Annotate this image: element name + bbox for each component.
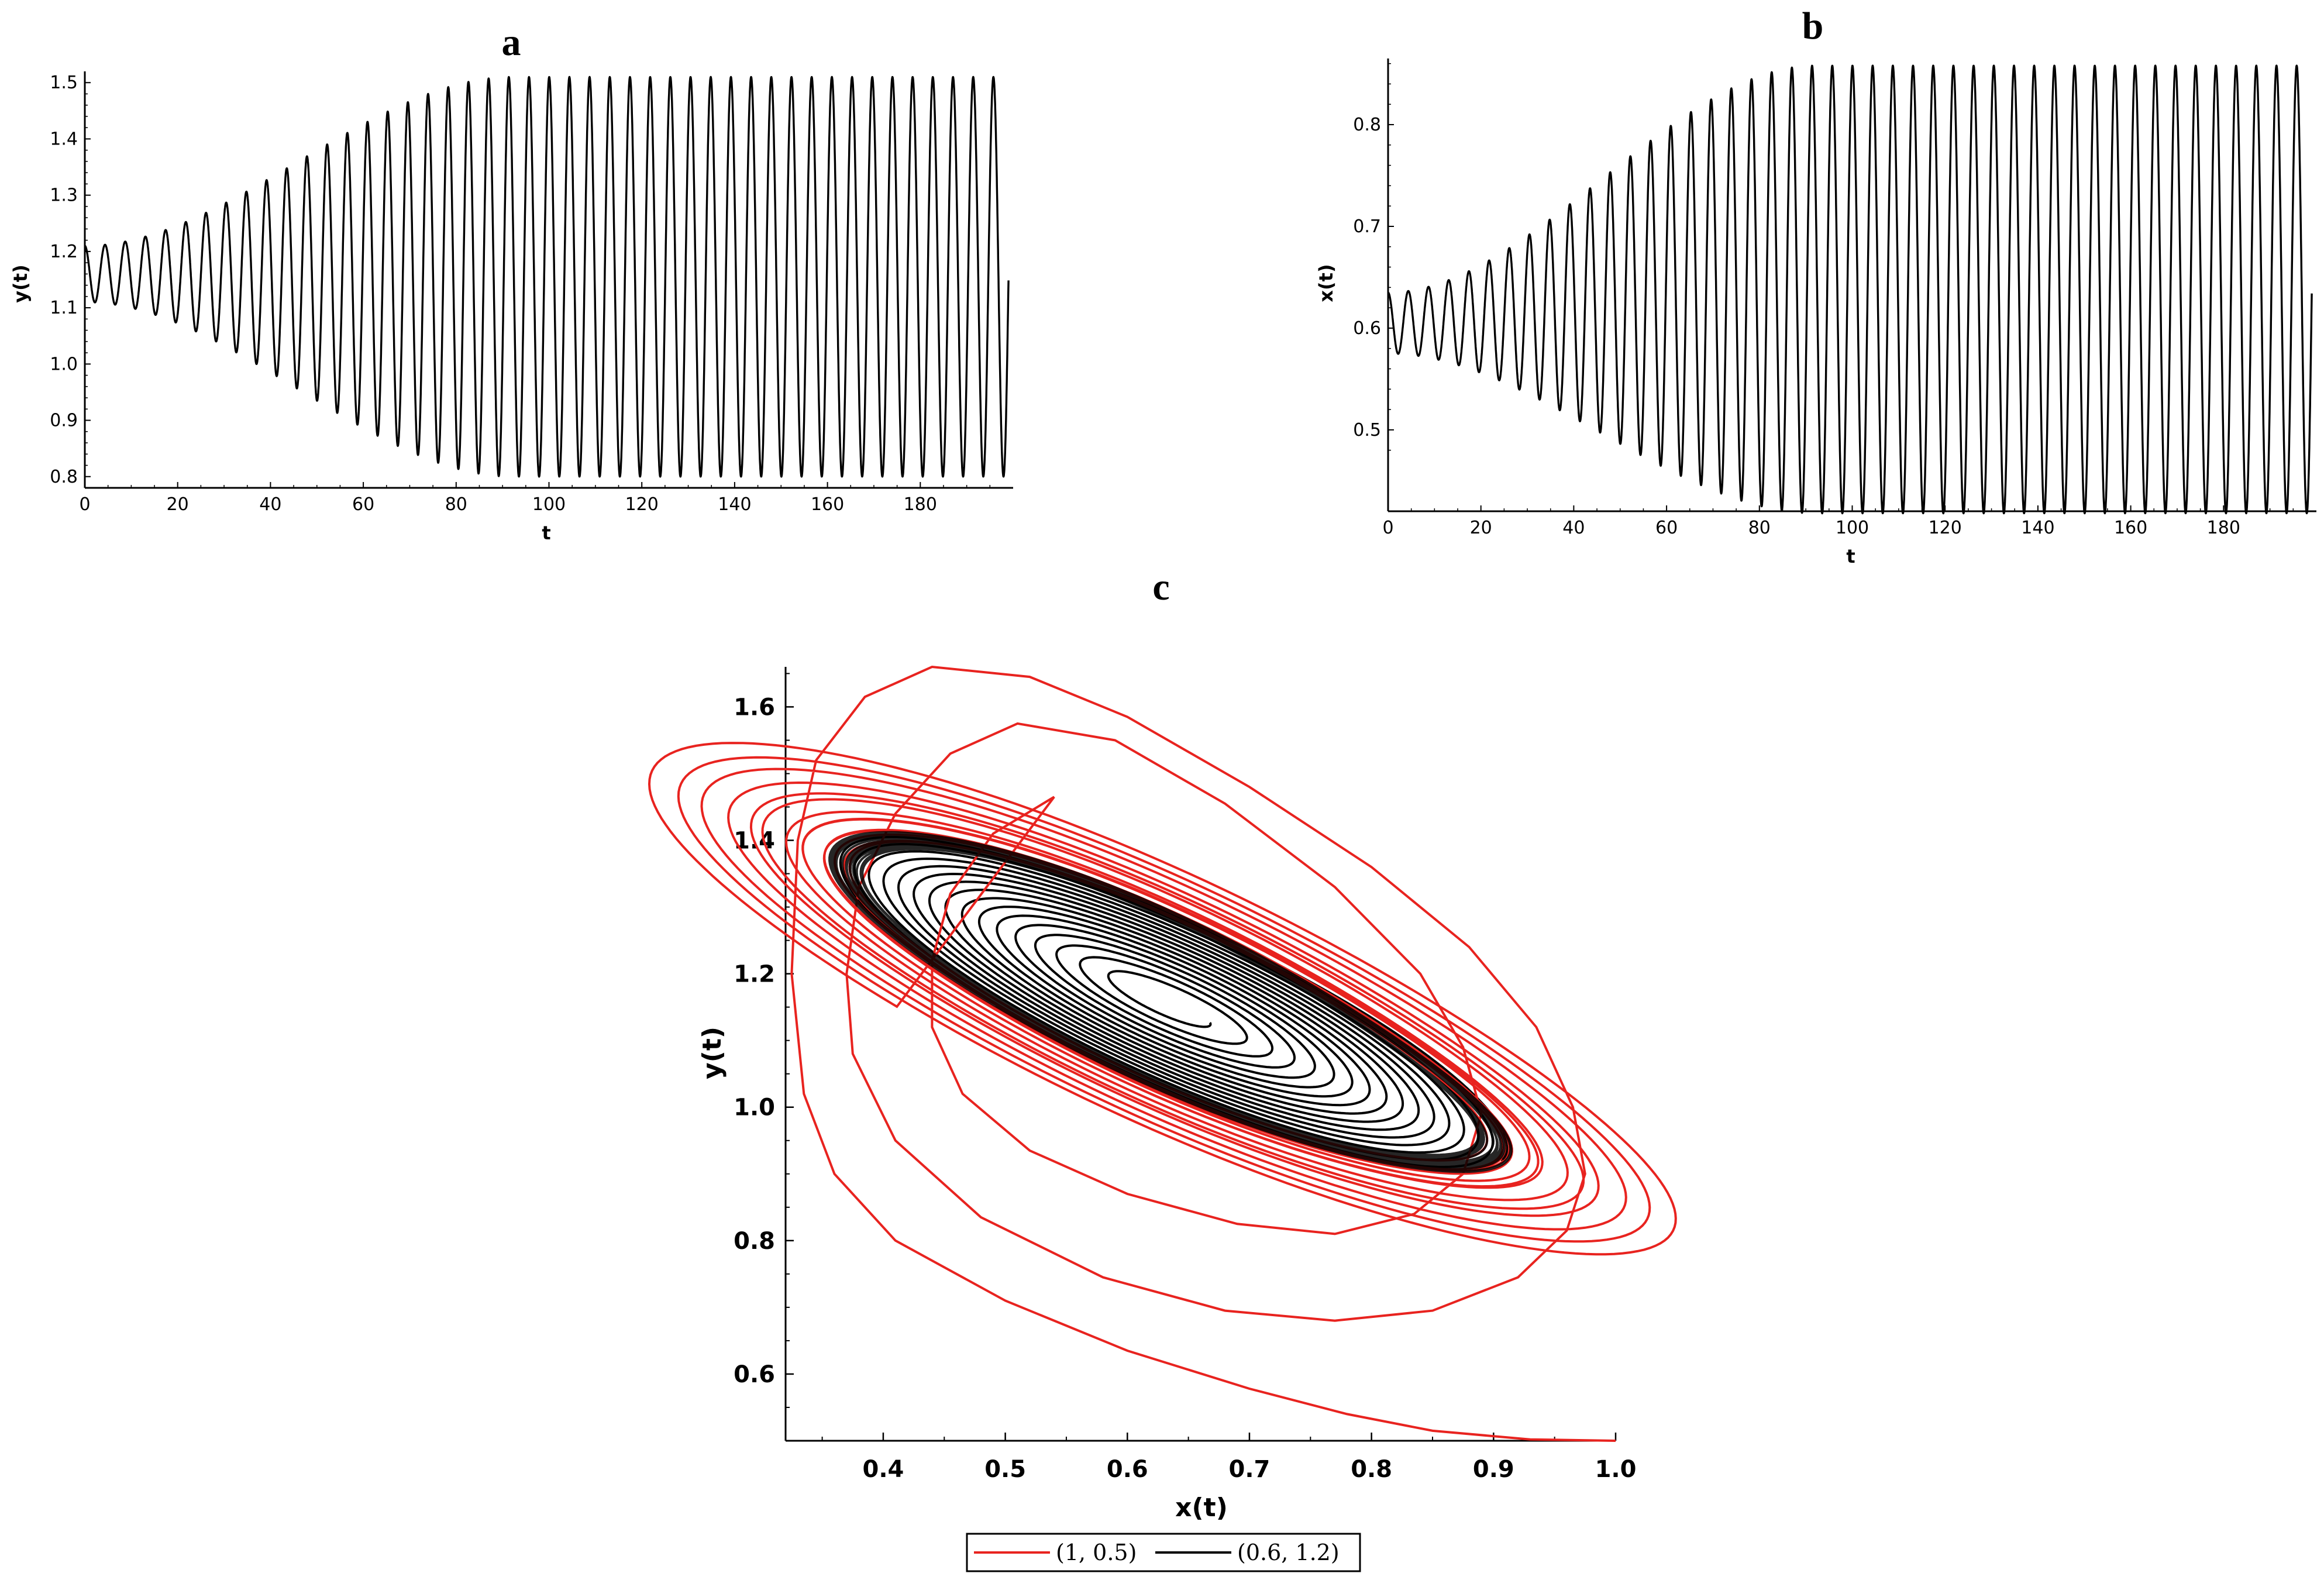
y-tick-label: 1.6 (734, 694, 775, 721)
x-tick-label: 60 (1655, 518, 1678, 538)
x-tick-label: 180 (904, 494, 937, 515)
panel-b-y-label: x(t) (1315, 264, 1337, 302)
x-tick-label: 0.7 (1229, 1456, 1271, 1483)
x-tick-label: 80 (445, 494, 467, 515)
x-tick-label: 20 (167, 494, 189, 515)
panel-a-x-label: t (542, 522, 550, 544)
y-tick-label: 0.9 (50, 411, 78, 431)
x-tick-label: 20 (1470, 518, 1492, 538)
panel-b-x-label: t (1846, 545, 1855, 567)
panel-b-title: b (1802, 5, 1824, 47)
y-tick-label: 1.2 (50, 242, 78, 262)
panel-c-series-black-limit (828, 831, 1513, 1173)
y-tick-label: 1.4 (50, 129, 78, 149)
x-tick-label: 180 (2207, 518, 2240, 538)
y-tick-label: 1.0 (734, 1094, 775, 1121)
legend-label-red: (1, 0.5) (1056, 1540, 1137, 1565)
panel-a-x-ticks: 0 20 40 60 80 100 120 140 160 180 (79, 482, 991, 515)
x-tick-label: 0.9 (1473, 1456, 1514, 1483)
y-tick-label: 0.8 (50, 467, 78, 487)
x-tick-label: 100 (1836, 518, 1869, 538)
panel-c: c 0.4 0.5 0.6 0.7 0.8 0.9 1.0 0.60.81.01.21.41… (648, 566, 1677, 1572)
y-tick-label: 1.0 (50, 354, 78, 374)
y-tick-label: 0.7 (1353, 216, 1381, 237)
y-tick-label: 0.6 (1353, 318, 1381, 339)
panel-b-x-ticks: 0 20 40 60 80 100 120 140 160 180 (1382, 505, 2294, 538)
panel-a-series-y (84, 75, 1010, 478)
panel-b-y-ticks: 0.5 0.6 0.7 0.8 (1353, 63, 1394, 451)
y-tick-label: 0.8 (1353, 115, 1381, 135)
x-tick-label: 80 (1748, 518, 1771, 538)
panel-c-title: c (1152, 566, 1169, 608)
x-tick-label: 40 (259, 494, 281, 515)
x-tick-label: 0 (1382, 518, 1393, 538)
x-tick-label: 0 (79, 494, 90, 515)
y-tick-label: 0.8 (734, 1228, 775, 1255)
y-tick-label: 0.6 (734, 1361, 775, 1388)
y-tick-label: 0.5 (1353, 420, 1381, 440)
x-tick-label: 140 (2021, 518, 2054, 538)
panel-c-x-ticks: 0.4 0.5 0.6 0.7 0.8 0.9 1.0 (821, 1433, 1637, 1483)
y-tick-label: 1.5 (50, 73, 78, 93)
x-tick-label: 0.8 (1351, 1456, 1392, 1483)
y-tick-label: 1.2 (734, 961, 775, 988)
x-tick-label: 160 (811, 494, 844, 515)
x-tick-label: 60 (352, 494, 374, 515)
x-tick-label: 160 (2114, 518, 2147, 538)
x-tick-label: 1.0 (1595, 1456, 1637, 1483)
panel-b-series-x (1387, 64, 2313, 515)
y-tick-label: 1.3 (50, 185, 78, 206)
panel-c-legend: (1, 0.5) (0.6, 1.2) (966, 1533, 1361, 1572)
panel-c-y-ticks: 0.60.81.01.21.41.6 (734, 673, 794, 1441)
x-tick-label: 40 (1562, 518, 1585, 538)
x-tick-label: 100 (532, 494, 566, 515)
x-tick-label: 140 (718, 494, 751, 515)
panel-c-x-label: x(t) (1175, 1493, 1228, 1523)
x-tick-label: 0.4 (863, 1456, 904, 1483)
x-tick-label: 0.6 (1107, 1456, 1148, 1483)
panel-a: a 0 20 40 60 80 100 120 140 160 180 0.8 0.9 1.0 1.1 1… (9, 21, 1013, 544)
x-tick-label: 120 (1929, 518, 1962, 538)
panel-a-title: a (502, 21, 521, 64)
panel-a-y-ticks: 0.8 0.9 1.0 1.1 1.2 1.3 1.4 1.5 (50, 73, 91, 488)
x-tick-label: 120 (625, 494, 659, 515)
y-tick-label: 1.1 (50, 298, 78, 318)
panel-c-curves (648, 665, 1677, 1442)
panel-c-y-label: y(t) (697, 1027, 727, 1079)
legend-label-black: (0.6, 1.2) (1237, 1540, 1340, 1565)
x-tick-label: 0.5 (984, 1456, 1026, 1483)
panel-b: b 0 20 40 60 80 100 120 140 160 180 0.50.60.70.8 … (1315, 5, 2316, 567)
panel-a-y-label: y(t) (9, 264, 32, 302)
panel-c-series-red (648, 665, 1677, 1442)
